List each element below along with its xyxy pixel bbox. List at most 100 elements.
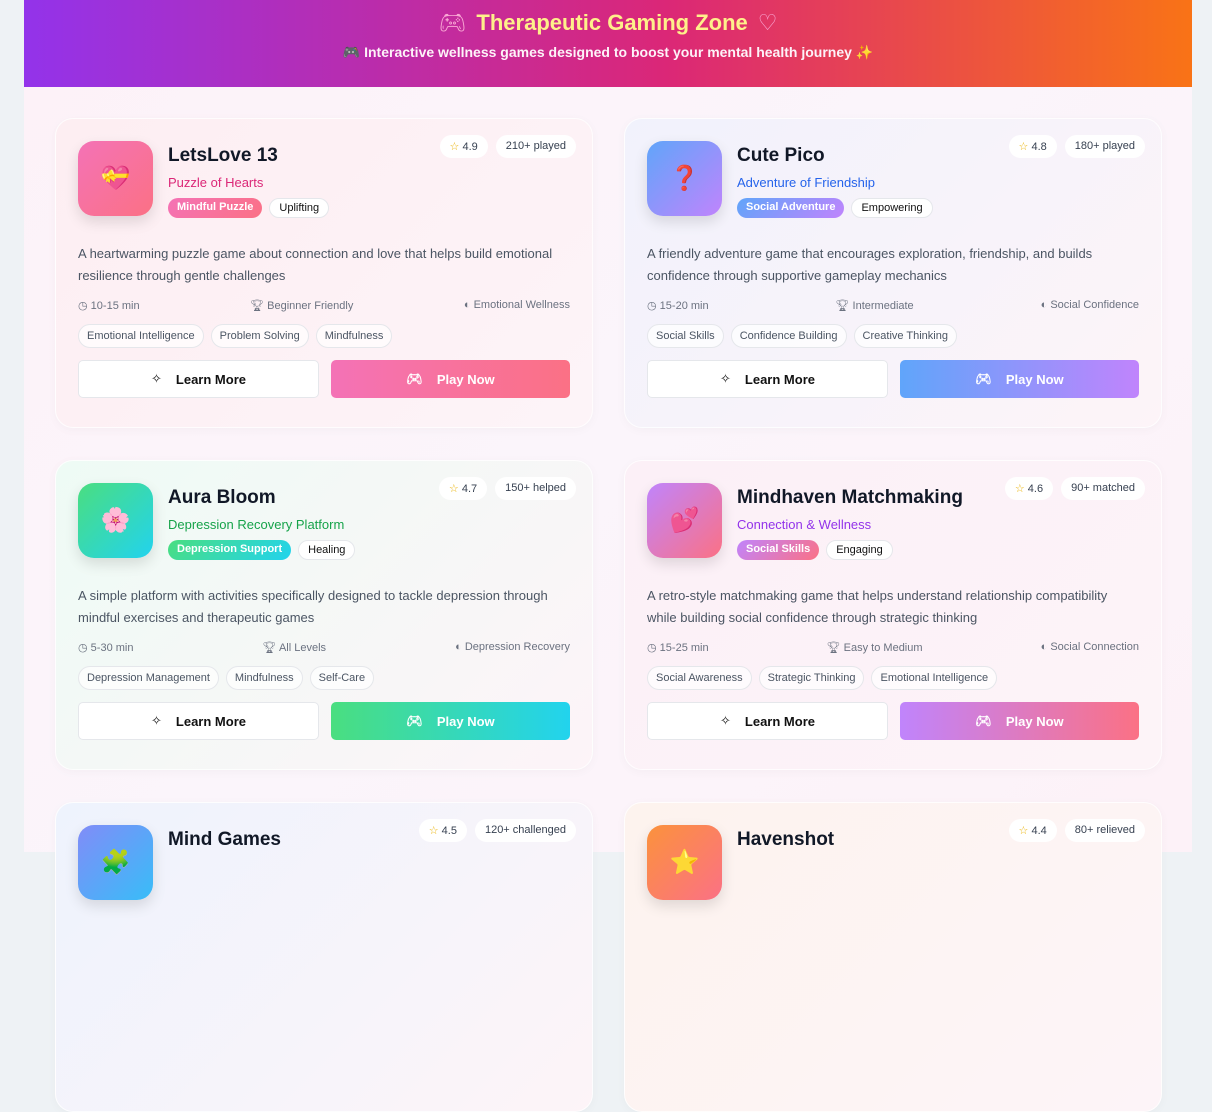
game-icon: 💝 (78, 141, 153, 216)
duration-value: 15-25 min (659, 642, 709, 654)
skill-tag: Depression Management (78, 666, 219, 690)
rating-badge: ☆ 4.9 (439, 135, 488, 158)
rating-badge: ☆ 4.4 (1008, 819, 1057, 842)
hero-header: 🎮︎ Therapeutic Gaming Zone ♡ 🎮 Interactive… (24, 0, 1192, 87)
duration: ◷ 10-15 min (78, 299, 140, 312)
play-now-label: Play Now (436, 371, 495, 387)
game-description: A retro-style matchmaking game that help… (647, 588, 1108, 625)
skill-tag: Problem Solving (210, 324, 309, 348)
mood-tag: Uplifting (269, 198, 330, 218)
trophy-icon: 🏆︎ (250, 300, 265, 312)
page-subtitle: 🎮 Interactive wellness games designed to… (342, 44, 874, 60)
trophy-icon: 🏆︎ (835, 300, 850, 312)
game-title: Havenshot (737, 829, 835, 850)
star-icon: ☆ (448, 483, 459, 495)
gamepad-icon: 🎮︎ (406, 713, 423, 728)
count-badge: 150+ helped (495, 477, 576, 500)
duration: ◷ 5-30 min (78, 641, 133, 654)
level-value: Easy to Medium (843, 642, 923, 654)
rating-value: 4.8 (1031, 141, 1047, 153)
learn-more-label: Learn More (744, 713, 815, 729)
game-card: ☆ 4.4 80+ relieved ⭐ Havenshot (624, 802, 1162, 1112)
rating-value: 4.6 (1027, 483, 1044, 495)
skill-tag: Social Awareness (647, 666, 752, 690)
star-icon: ☆ (1014, 483, 1025, 495)
focus: ◐ Social Connection (1041, 641, 1139, 654)
learn-more-button[interactable]: ✧ Learn More (78, 360, 319, 398)
play-now-button[interactable]: 🎮︎ Play Now (331, 702, 570, 740)
mood-tag: Empowering (851, 198, 933, 218)
star-icon: ☆ (1018, 141, 1029, 153)
skill-tag: Creative Thinking (853, 324, 957, 348)
focus: ◐ Depression Recovery (455, 641, 570, 654)
skill-tag: Mindfulness (225, 666, 303, 690)
rating-value: 4.7 (461, 483, 478, 495)
play-now-button[interactable]: 🎮︎ Play Now (331, 360, 570, 398)
mood-tag: Healing (298, 540, 356, 560)
star-icon: ☆ (428, 825, 439, 837)
duration-value: 15-20 min (659, 300, 709, 312)
skill-tag: Emotional Intelligence (871, 666, 998, 690)
level: 🏆︎ All Levels (263, 641, 327, 654)
game-card: ☆ 4.6 90+ matched 💕 Mindhaven Matchmaking… (624, 460, 1162, 770)
learn-more-label: Learn More (175, 371, 246, 387)
game-icon: ❓ (647, 141, 722, 216)
rating-badge: ☆ 4.6 (1004, 477, 1054, 500)
learn-more-label: Learn More (744, 371, 815, 387)
gamepad-icon: 🎮︎ (406, 371, 423, 386)
count-badge: 180+ played (1064, 135, 1145, 158)
duration: ◷ 15-25 min (647, 641, 709, 654)
trophy-icon: 🏆︎ (262, 642, 277, 654)
level-value: Beginner Friendly (267, 300, 354, 312)
learn-more-label: Learn More (175, 713, 246, 729)
game-subtitle: Depression Recovery Platform (168, 517, 345, 532)
game-icon: 🌸 (78, 483, 153, 558)
play-now-label: Play Now (1005, 713, 1064, 729)
clock-icon: ◷ (647, 642, 657, 654)
clock-icon: ◷ (78, 642, 88, 654)
gamepad-icon: 🎮︎ (975, 371, 992, 386)
level: 🏆︎ Intermediate (836, 299, 914, 312)
game-description: A heartwarming puzzle game about connect… (78, 246, 553, 283)
heart-icon: ♡ (757, 10, 778, 35)
learn-more-button[interactable]: ✧ Learn More (78, 702, 319, 740)
category-tag: Depression Support (168, 540, 292, 560)
count-badge: 80+ relieved (1064, 819, 1145, 842)
focus-value: Emotional Wellness (473, 299, 570, 311)
sparkles-icon: ✧ (151, 713, 162, 728)
focus-value: Social Connection (1050, 641, 1139, 653)
play-now-button[interactable]: 🎮︎ Play Now (900, 360, 1139, 398)
learn-more-button[interactable]: ✧ Learn More (647, 702, 888, 740)
level: 🏆︎ Easy to Medium (827, 641, 923, 654)
game-title: Cute Pico (737, 145, 825, 166)
brain-icon: ◐ (1040, 641, 1048, 653)
skill-tag: Social Skills (647, 324, 724, 348)
gamepad-icon: 🎮︎ (438, 10, 467, 35)
game-description: A friendly adventure game that encourage… (647, 246, 1093, 283)
count-badge: 120+ challenged (474, 819, 576, 842)
game-card: ☆ 4.8 180+ played ❓ Cute Pico Adventure of… (624, 118, 1162, 428)
play-now-button[interactable]: 🎮︎ Play Now (900, 702, 1139, 740)
rating-badge: ☆ 4.5 (418, 819, 467, 842)
game-title: Aura Bloom (168, 487, 276, 508)
play-now-label: Play Now (1005, 371, 1064, 387)
page-title: Therapeutic Gaming Zone (476, 10, 748, 35)
clock-icon: ◷ (647, 300, 657, 312)
focus: ◐ Social Confidence (1041, 299, 1139, 312)
game-card: ☆ 4.9 210+ played 💝 LetsLove 13 Puzzle of … (55, 118, 593, 428)
brain-icon: ◐ (463, 299, 471, 311)
duration: ◷ 15-20 min (647, 299, 709, 312)
focus-value: Social Confidence (1050, 299, 1139, 311)
rating-value: 4.4 (1031, 825, 1047, 837)
rating-value: 4.5 (441, 825, 457, 837)
brain-icon: ◐ (1040, 299, 1048, 311)
game-subtitle: Adventure of Friendship (737, 175, 876, 190)
page: 🎮︎ Therapeutic Gaming Zone ♡ 🎮 Interactive… (24, 0, 1192, 1112)
duration-value: 5-30 min (90, 642, 134, 654)
sparkles-icon: ✧ (720, 713, 731, 728)
count-badge: 210+ played (495, 135, 576, 158)
sparkles-icon: ✧ (151, 371, 162, 386)
learn-more-button[interactable]: ✧ Learn More (647, 360, 888, 398)
games-grid: ☆ 4.9 210+ played 💝 LetsLove 13 Puzzle of … (55, 118, 1162, 1112)
game-title: Mind Games (168, 829, 281, 850)
